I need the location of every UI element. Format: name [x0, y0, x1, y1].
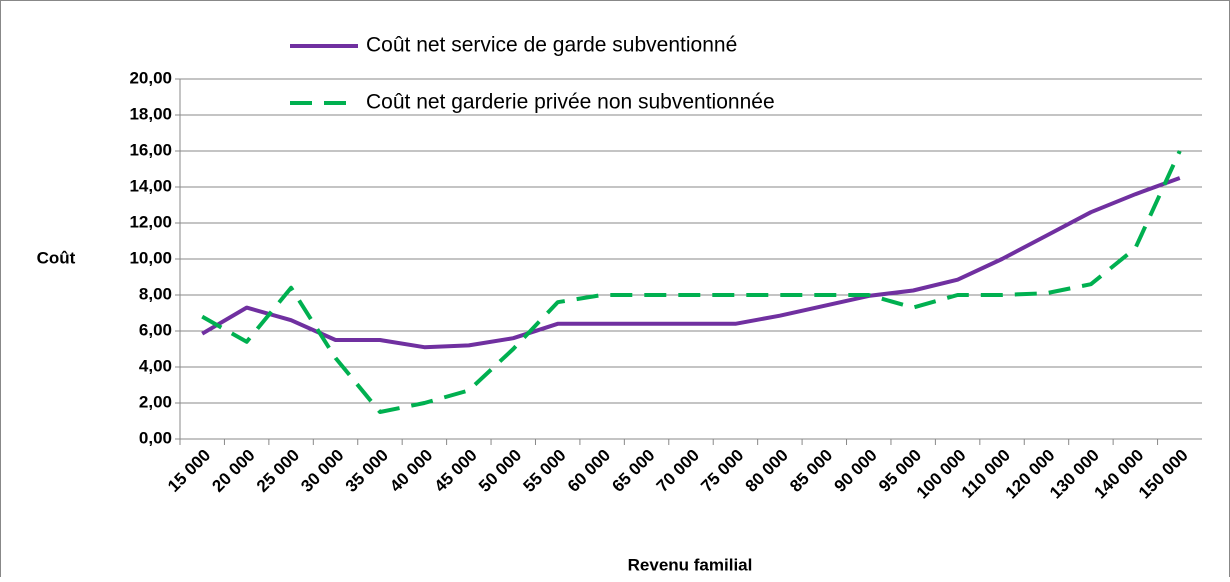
x-tick-label: 70 000	[653, 446, 703, 496]
x-tick-label: 15 000	[164, 446, 214, 496]
y-tick-label: 16,00	[129, 140, 172, 159]
y-tick-label: 20,00	[129, 68, 172, 87]
series-line	[201, 150, 1182, 414]
x-axis-title: Revenu familial	[628, 555, 753, 574]
y-tick-label: 4,00	[139, 356, 172, 375]
x-tick-label: 40 000	[386, 446, 436, 496]
y-axis-title: Coût	[37, 248, 76, 267]
x-tick-label: 80 000	[742, 446, 792, 496]
x-tick-label: 35 000	[342, 446, 392, 496]
x-tick-label: 30 000	[297, 446, 347, 496]
y-tick-label: 8,00	[139, 284, 172, 303]
series-line	[201, 176, 1181, 350]
x-tick-label: 45 000	[431, 446, 481, 496]
y-tick-label: 0,00	[139, 428, 172, 447]
x-tick-label: 55 000	[519, 446, 569, 496]
x-tick-label: 85 000	[786, 446, 836, 496]
legend-label: Coût net garderie privée non subventionn…	[366, 91, 775, 114]
y-tick-label: 12,00	[129, 212, 172, 231]
y-tick-label: 2,00	[139, 392, 172, 411]
x-tick-label: 75 000	[697, 446, 747, 496]
y-tick-label: 18,00	[129, 104, 172, 123]
x-tick-label: 150 000	[1135, 446, 1192, 503]
x-tick-label: 100 000	[913, 446, 970, 503]
x-tick-label: 50 000	[475, 446, 525, 496]
x-tick-label: 65 000	[608, 446, 658, 496]
y-tick-label: 14,00	[129, 176, 172, 195]
x-tick-label: 90 000	[831, 446, 881, 496]
x-tick-label: 60 000	[564, 446, 614, 496]
x-tick-label: 20 000	[208, 446, 258, 496]
legend-label: Coût net service de garde subventionné	[366, 34, 737, 57]
y-tick-label: 10,00	[129, 248, 172, 267]
x-tick-label: 25 000	[253, 446, 303, 496]
y-tick-label: 6,00	[139, 320, 172, 339]
